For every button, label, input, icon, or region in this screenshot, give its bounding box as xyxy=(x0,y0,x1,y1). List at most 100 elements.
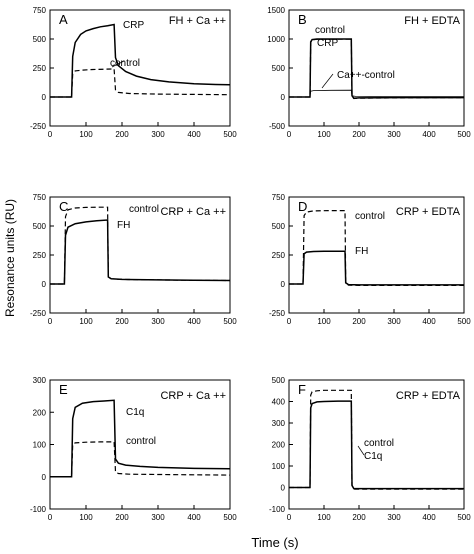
x-tick-label: 300 xyxy=(151,513,165,522)
leader-line xyxy=(321,73,334,89)
series-line-control xyxy=(50,68,231,98)
series-line-c1q xyxy=(289,400,464,490)
y-tick-label: 100 xyxy=(33,441,47,450)
x-tick-label: 400 xyxy=(187,513,201,522)
x-tick-label: 100 xyxy=(317,513,331,522)
y-tick-label: 250 xyxy=(272,251,286,260)
panel-title: CRP + Ca ++ xyxy=(160,390,226,402)
panel-letter: E xyxy=(59,382,68,397)
x-tick-label: 300 xyxy=(387,513,401,522)
annotation-label: FH xyxy=(355,246,368,257)
y-tick-label: -250 xyxy=(30,122,47,131)
panel-title: CRP + EDTA xyxy=(396,206,461,218)
panel-letter: D xyxy=(298,199,307,214)
x-tick-label: 400 xyxy=(187,317,201,326)
x-tick-label: 100 xyxy=(79,130,93,139)
annotation-label: control xyxy=(129,204,159,215)
series-line-c1q xyxy=(50,399,231,478)
panel-title: FH + EDTA xyxy=(404,15,460,27)
panel-letter: C xyxy=(59,199,68,214)
x-tick-label: 500 xyxy=(457,513,471,522)
panel-letter: A xyxy=(59,12,68,27)
series-line-crp xyxy=(289,38,464,100)
series-line-control xyxy=(50,206,231,285)
annotation-label: C1q xyxy=(126,407,144,418)
x-tick-label: 100 xyxy=(79,317,93,326)
series-line-control xyxy=(289,38,464,99)
annotation-label: CRP xyxy=(123,20,144,31)
y-tick-label: 500 xyxy=(33,222,47,231)
y-tick-label: 500 xyxy=(272,222,286,231)
series-line-fh xyxy=(289,250,464,286)
y-tick-label: 0 xyxy=(42,93,47,102)
x-tick-label: 0 xyxy=(287,513,292,522)
y-axis-label: Resonance units (RU) xyxy=(3,199,17,317)
y-tick-label: 100 xyxy=(272,462,286,471)
x-axis-label: Time (s) xyxy=(251,535,298,550)
x-tick-label: 100 xyxy=(317,130,331,139)
y-tick-label: 500 xyxy=(272,376,286,385)
y-tick-label: -100 xyxy=(30,505,47,514)
x-tick-label: 300 xyxy=(387,130,401,139)
annotation-label: control xyxy=(126,436,156,447)
x-tick-label: 500 xyxy=(223,317,237,326)
series-line-control xyxy=(50,441,231,478)
annotation-label: control xyxy=(110,58,140,69)
x-tick-label: 500 xyxy=(223,513,237,522)
y-tick-label: 750 xyxy=(272,193,286,202)
series-line-crp xyxy=(50,23,231,98)
x-tick-label: 0 xyxy=(48,130,53,139)
x-tick-label: 300 xyxy=(151,317,165,326)
x-tick-label: 0 xyxy=(287,130,292,139)
x-tick-label: 100 xyxy=(79,513,93,522)
y-tick-label: 1000 xyxy=(267,35,285,44)
y-tick-label: -500 xyxy=(269,122,286,131)
y-tick-label: 300 xyxy=(33,376,47,385)
series-line-fh xyxy=(50,219,231,285)
y-tick-label: -250 xyxy=(269,309,286,318)
y-tick-label: 0 xyxy=(281,484,286,493)
x-tick-label: 0 xyxy=(287,317,292,326)
y-tick-label: 300 xyxy=(272,419,286,428)
x-tick-label: 0 xyxy=(48,513,53,522)
y-tick-label: 750 xyxy=(33,193,47,202)
y-tick-label: 0 xyxy=(42,473,47,482)
x-tick-label: 500 xyxy=(457,317,471,326)
annotation-label: Ca++-control xyxy=(337,70,395,81)
y-tick-label: 500 xyxy=(33,35,47,44)
x-tick-label: 200 xyxy=(352,130,366,139)
panel-letter: B xyxy=(298,12,307,27)
y-tick-label: 200 xyxy=(272,441,286,450)
x-tick-label: 200 xyxy=(352,317,366,326)
y-tick-label: 400 xyxy=(272,398,286,407)
y-tick-label: 200 xyxy=(33,408,47,417)
x-tick-label: 500 xyxy=(223,130,237,139)
x-tick-label: 300 xyxy=(387,317,401,326)
series-line-ca-control xyxy=(289,89,464,98)
x-tick-label: 200 xyxy=(115,317,129,326)
y-tick-label: 500 xyxy=(272,64,286,73)
y-tick-label: 750 xyxy=(33,6,47,15)
x-tick-label: 400 xyxy=(187,130,201,139)
annotation-label: C1q xyxy=(364,451,382,462)
y-tick-label: 0 xyxy=(42,280,47,289)
y-tick-label: 0 xyxy=(281,280,286,289)
y-tick-label: 0 xyxy=(281,93,286,102)
leader-line xyxy=(357,445,365,456)
y-tick-label: 250 xyxy=(33,64,47,73)
leader-line xyxy=(111,60,125,68)
x-tick-label: 400 xyxy=(422,317,436,326)
x-tick-label: 100 xyxy=(317,317,331,326)
x-tick-label: 200 xyxy=(115,130,129,139)
annotation-label: control xyxy=(315,25,345,36)
annotation-label: control xyxy=(355,211,385,222)
x-tick-label: 300 xyxy=(151,130,165,139)
panel-title: FH + Ca ++ xyxy=(169,15,226,27)
